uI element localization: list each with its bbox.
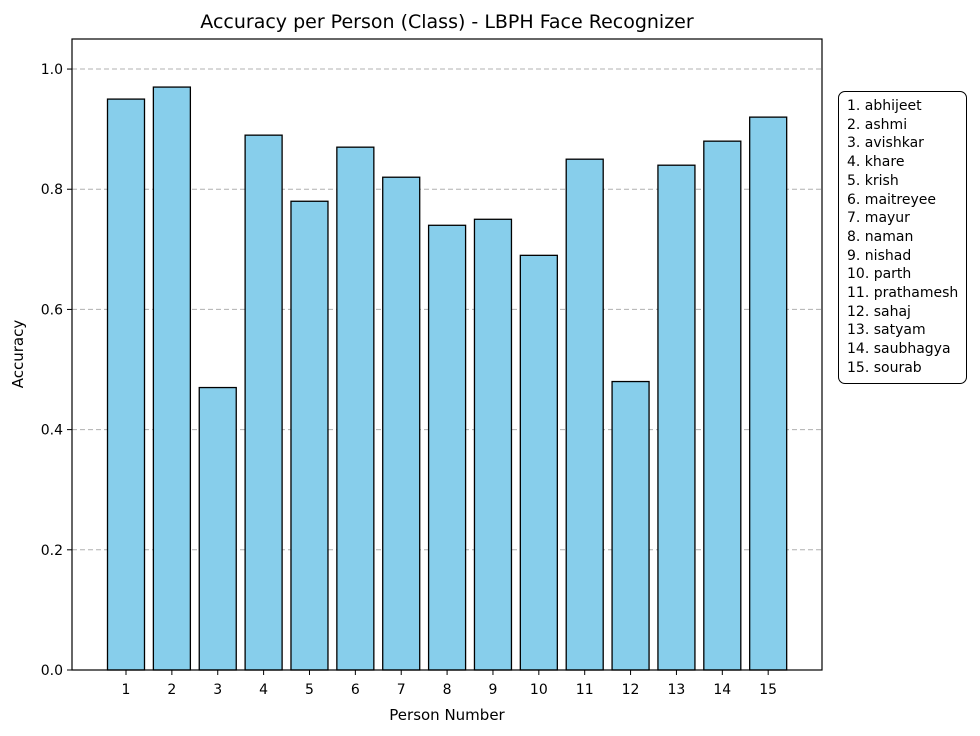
- y-axis: 0.0 0.2 0.4 0.6 0.8 1.0: [41, 62, 72, 679]
- legend-item: 8. naman: [847, 228, 914, 245]
- legend-item: 6. maitreyee: [847, 191, 936, 208]
- legend-item: 1. abhijeet: [847, 98, 922, 114]
- legend-item: 7. mayur: [847, 210, 910, 227]
- y-tick-label: 0.0: [41, 663, 63, 679]
- bar-person-9: [473, 218, 513, 671]
- bar-person-10: [519, 254, 558, 671]
- bar-person-7: [382, 176, 421, 671]
- bar-person-12: [611, 380, 650, 671]
- legend-item: 10. parth: [847, 266, 912, 283]
- x-tick-label: 15: [759, 682, 777, 698]
- bar-person-13: [657, 164, 696, 671]
- legend-item: 3. avishkar: [847, 135, 924, 152]
- y-gridlines: [72, 68, 822, 551]
- legend-item: 4. khare: [847, 154, 905, 171]
- x-tick-label: 5: [305, 682, 314, 698]
- y-tick-label: 1.0: [41, 62, 63, 78]
- bar-person-3: [198, 386, 237, 671]
- y-tick-label: 0.2: [41, 543, 63, 559]
- chart-title: Accuracy per Person (Class) - LBPH Face …: [200, 11, 694, 33]
- bar-person-14: [703, 140, 742, 671]
- x-axis: 1 2 3 4 5 6 7 8 9 10 11 12 13 14 15: [122, 670, 777, 698]
- legend-item: 14. saubhagya: [847, 341, 951, 358]
- bar-person-8: [427, 224, 467, 671]
- bar-person-11: [565, 158, 604, 671]
- legend-item: 11. prathamesh: [847, 285, 959, 302]
- x-tick-label: 8: [443, 682, 452, 698]
- x-tick-label: 4: [259, 682, 268, 698]
- x-tick-label: 13: [668, 682, 686, 698]
- y-tick-label: 0.8: [41, 182, 63, 198]
- legend-item: 5. krish: [847, 172, 899, 189]
- bar-person-4: [244, 134, 283, 671]
- bar-person-2: [152, 86, 192, 671]
- bar-person-15: [749, 116, 788, 671]
- x-tick-label: 6: [351, 682, 360, 698]
- bar-person-5: [290, 200, 329, 671]
- x-tick-label: 9: [488, 682, 497, 698]
- bar-person-6: [336, 146, 375, 671]
- legend-item: 13. satyam: [847, 322, 926, 339]
- y-axis-label: Accuracy: [9, 320, 27, 389]
- legend-item: 12. sahaj: [847, 303, 911, 320]
- x-tick-label: 11: [576, 682, 594, 698]
- x-axis-label: Person Number: [389, 706, 505, 724]
- legend-item: 15. sourab: [847, 359, 922, 376]
- legend-item: 2. ashmi: [847, 116, 908, 133]
- x-tick-label: 10: [530, 682, 548, 698]
- bar-person-1: [106, 98, 146, 671]
- y-tick-label: 0.4: [41, 423, 63, 439]
- x-tick-label: 2: [167, 682, 176, 698]
- x-tick-label: 7: [397, 682, 406, 698]
- x-tick-label: 1: [122, 682, 131, 698]
- x-tick-label: 14: [713, 682, 731, 698]
- legend-item: 9. nishad: [847, 247, 912, 264]
- y-tick-label: 0.6: [41, 302, 63, 318]
- legend: 1. abhijeet 2. ashmi 3. avishkar 4. khare 5.…: [838, 91, 968, 384]
- x-tick-label: 12: [622, 682, 640, 698]
- x-tick-label: 3: [213, 682, 222, 698]
- bars-group: [106, 86, 788, 671]
